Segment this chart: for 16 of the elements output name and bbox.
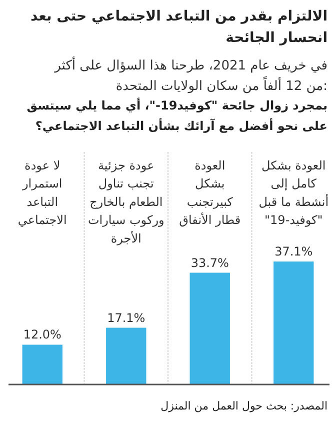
x-tick-label: عودة جزئية تجنب تناول الطعام بالخارج وركوب سيارات الأجرة: [88, 158, 164, 246]
bar: [106, 328, 146, 384]
chart-subtitle: في خريف عام 2021، طرحنا هذا السؤال على أكثر من 12 ألفاً من سكان الولايات المتحدة:: [54, 56, 328, 94]
data-label: 17.1%: [107, 310, 146, 325]
x-tick-label: لا عودة استمرار التباعد الاجتماعي: [18, 158, 67, 228]
bar: [22, 344, 62, 384]
text: المصدر: بحث حول العمل من المنزل: [160, 400, 328, 412]
data-label: 12.0%: [23, 328, 62, 342]
x-tick-label: العودة بشكل كامل إلى أنشطة ما قبل "كوفيد-19": [258, 158, 329, 228]
data-label: 33.7%: [190, 256, 229, 270]
chart-title: الالتزام بقدر من التباعد الاجتماعي حتى بعد انحسار الجائحة: [30, 8, 328, 46]
x-tick-label: العودة بشكل كبيرتجنب قطار الأنفاق: [179, 158, 241, 228]
data-label: 37.1%: [274, 244, 313, 258]
x-axis-title: بمجرد زوال جائحة "كوفيد19-"، أي مما يلي سيتسق على نحو أفضل مع آرائك بشأن التباعد الاجتماعي؟: [26, 98, 328, 133]
bar: [190, 272, 230, 384]
bar: [274, 262, 314, 384]
